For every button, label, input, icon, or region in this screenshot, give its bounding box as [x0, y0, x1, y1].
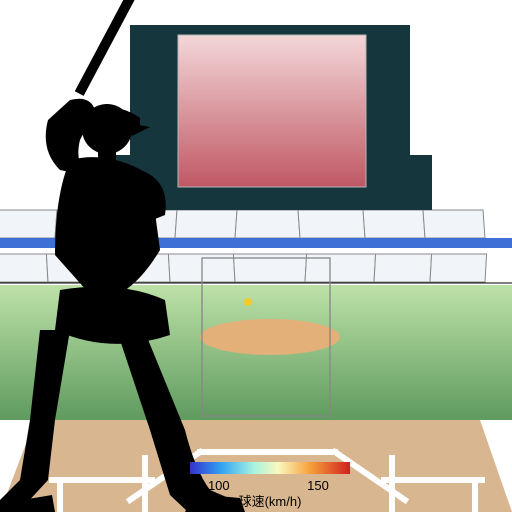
scoreboard-screen	[178, 35, 366, 187]
pitch-marker	[244, 298, 252, 306]
legend-title: 球速(km/h)	[239, 494, 302, 509]
legend-tick: 150	[307, 478, 329, 493]
pitchers-mound	[200, 319, 340, 355]
legend-gradient-bar	[190, 462, 350, 474]
legend-tick: 100	[208, 478, 230, 493]
pitch-chart: 100 150 球速(km/h)	[0, 0, 512, 512]
